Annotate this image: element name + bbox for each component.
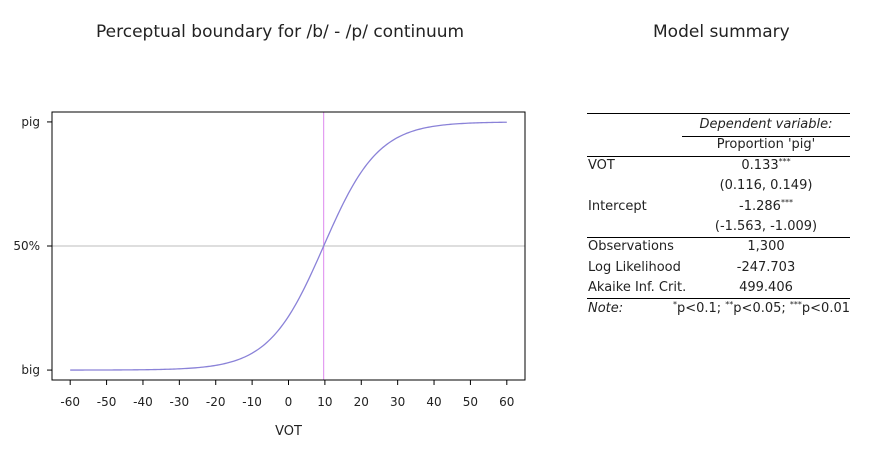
dependent-variable-header-row: Dependent variable:	[587, 115, 850, 135]
coefficient-value: (-1.563, -1.009)	[714, 218, 818, 234]
y-tick-label: pig	[21, 115, 40, 129]
coefficient-row: (0.116, 0.149)	[587, 176, 850, 196]
x-tick-label: 20	[354, 395, 369, 409]
statistic-row: Log Likelihood -247.703	[587, 258, 850, 278]
x-tick-label: 30	[390, 395, 405, 409]
significance-note-row: Note: *p<0.1; **p<0.05; ***p<0.01	[587, 299, 850, 319]
y-tick-label: big	[21, 363, 40, 377]
x-tick-label: -40	[133, 395, 153, 409]
coefficient-label: VOT	[588, 157, 615, 173]
dependent-variable-name: Proportion 'pig'	[716, 137, 816, 153]
x-tick-label: -60	[60, 395, 80, 409]
x-tick-label: -30	[170, 395, 190, 409]
y-tick-label: 50%	[13, 239, 40, 253]
statistic-label: Akaike Inf. Crit.	[588, 280, 687, 296]
x-axis-label: VOT	[275, 424, 302, 439]
statistic-row: Observations 1,300	[587, 237, 850, 257]
coefficient-label: Intercept	[588, 198, 647, 214]
chart-title: Perceptual boundary for /b/ - /p/ contin…	[96, 22, 465, 42]
x-tick-label: 60	[499, 395, 514, 409]
significance-stars: ***	[780, 197, 793, 207]
x-tick-label: 10	[317, 395, 332, 409]
statistic-label: Log Likelihood	[588, 259, 681, 275]
coefficient-row: VOT 0.133***	[587, 156, 850, 176]
statistic-value: -247.703	[736, 259, 796, 275]
significance-stars: ***	[778, 156, 791, 166]
coefficient-value: 0.133***	[741, 156, 791, 173]
statistic-value: 499.406	[739, 280, 793, 296]
x-tick-label: -10	[242, 395, 262, 409]
x-tick-label: 0	[285, 395, 293, 409]
coefficient-value: (0.116, 0.149)	[719, 178, 813, 194]
table-title: Model summary	[653, 22, 790, 42]
model-summary-table: Dependent variable: Proportion 'pig' VOT…	[587, 113, 850, 319]
coefficient-value: -1.286***	[739, 197, 793, 214]
x-tick-label: -20	[206, 395, 226, 409]
x-tick-label: 50	[463, 395, 478, 409]
significance-note: *p<0.1; **p<0.05; ***p<0.01	[672, 299, 850, 316]
statistic-row: Akaike Inf. Crit. 499.406	[587, 278, 850, 298]
statistic-value: 1,300	[747, 239, 785, 255]
x-tick-label: 40	[426, 395, 441, 409]
logistic-curve-line	[70, 121, 507, 371]
note-label: Note:	[588, 300, 624, 316]
dependent-variable-row: Proportion 'pig'	[587, 135, 850, 155]
coefficient-row: (-1.563, -1.009)	[587, 217, 850, 237]
coefficient-row: Intercept -1.286***	[587, 197, 850, 217]
x-tick-label: -50	[97, 395, 117, 409]
dependent-variable-header: Dependent variable:	[699, 117, 833, 132]
statistic-label: Observations	[588, 239, 674, 255]
